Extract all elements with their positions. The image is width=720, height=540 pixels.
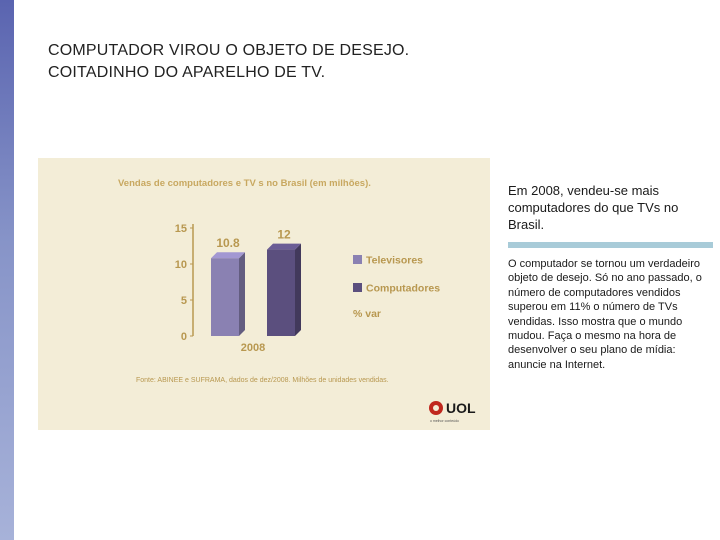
title-line-2: COITADINHO DO APARELHO DE TV. <box>48 64 326 81</box>
uol-logo-mark-inner <box>433 405 439 411</box>
chart-title: Vendas de computadores e TV s no Brasil … <box>118 178 371 189</box>
data-label: 12 <box>277 228 291 242</box>
y-tick-label: 5 <box>181 295 187 307</box>
y-tick-label: 15 <box>175 223 187 235</box>
bar-televisores <box>211 258 239 336</box>
chart-source: Fonte: ABINEE e SUFRAMA, dados de dez/20… <box>136 377 389 384</box>
bar-side-face <box>239 252 245 336</box>
legend-label-televisores: Televisores <box>366 255 423 267</box>
uol-logo-tagline: o melhor conteúdo <box>430 419 459 423</box>
side-accent-bar <box>0 0 14 540</box>
bar-top-face <box>267 243 301 250</box>
title-line-1: COMPUTADOR VIROU O OBJETO DE DESEJO. <box>48 42 410 59</box>
x-category-label: 2008 <box>241 342 265 354</box>
legend-swatch-computadores <box>353 283 362 292</box>
bar-3d-layer <box>211 243 301 336</box>
legend-label-computadores: Computadores <box>366 283 440 295</box>
bar-side-face <box>295 243 301 336</box>
divider <box>508 242 713 248</box>
legend-label-var: % var <box>353 308 381 320</box>
bar-computadores <box>267 249 295 336</box>
y-tick-label: 10 <box>175 259 187 271</box>
side-text: Em 2008, vendeu-se mais computadores do … <box>508 182 713 372</box>
data-label: 10.8 <box>216 236 240 250</box>
bar-layer: Vendas de computadores e TV s no Brasil … <box>118 178 476 423</box>
y-tick-label: 0 <box>181 331 187 343</box>
sales-chart: Vendas de computadores e TV s no Brasil … <box>118 178 476 423</box>
headline: Em 2008, vendeu-se mais computadores do … <box>508 183 679 232</box>
bar-top-face <box>211 252 245 259</box>
uol-logo-text: UOL <box>446 400 476 416</box>
page-title: COMPUTADOR VIROU O OBJETO DE DESEJO. COI… <box>48 40 648 84</box>
uol-logo: UOL o melhor conteúdo <box>429 400 476 423</box>
chart-panel: Vendas de computadores e TV s no Brasil … <box>38 158 490 430</box>
legend-swatch-televisores <box>353 255 362 264</box>
body-paragraph: O computador se tornou um verdadeiro obj… <box>508 258 702 371</box>
